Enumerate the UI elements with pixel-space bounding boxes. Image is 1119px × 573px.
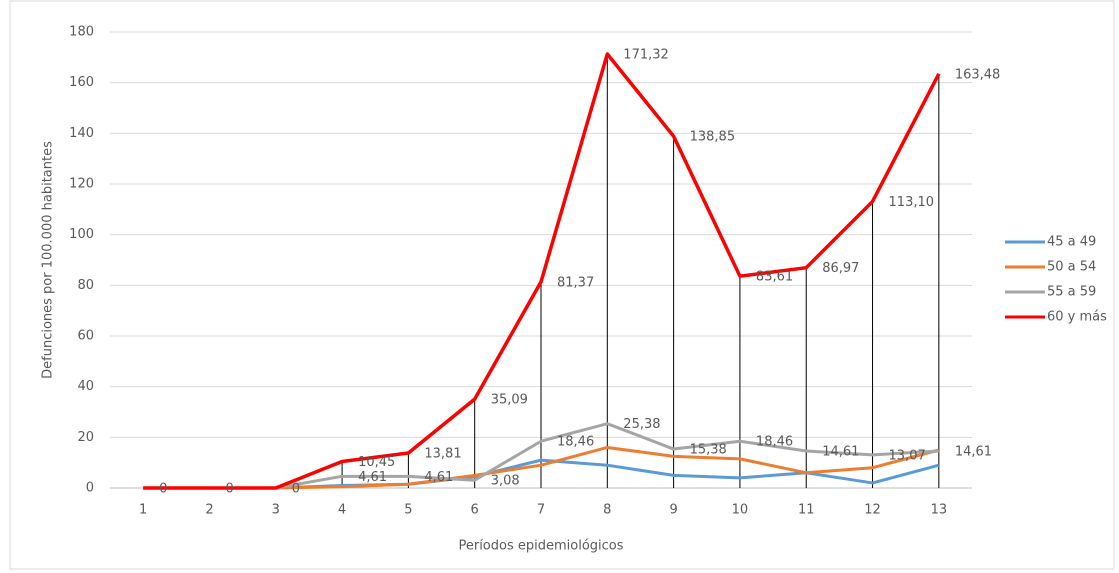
data-label: 4,61: [358, 470, 387, 485]
x-tick-label: 4: [338, 503, 346, 518]
data-label: 13,07: [889, 448, 926, 463]
legend-label: 55 a 59: [1047, 285, 1096, 300]
y-tick-label: 100: [69, 227, 94, 242]
x-tick-label: 8: [603, 503, 611, 518]
data-label: 86,97: [822, 261, 859, 276]
data-label: 35,09: [491, 393, 528, 408]
data-label: 113,10: [889, 195, 935, 210]
y-tick-label: 20: [77, 430, 94, 445]
y-tick-label: 80: [77, 278, 94, 293]
x-tick-label: 6: [471, 503, 479, 518]
x-tick-label: 10: [732, 503, 749, 518]
data-label: 3,08: [491, 474, 520, 489]
data-label: 83,61: [756, 270, 793, 285]
data-label: 0: [292, 482, 300, 497]
data-label: 163,48: [955, 67, 1001, 82]
data-label: 81,37: [557, 275, 594, 290]
data-label: 25,38: [623, 417, 660, 432]
x-tick-label: 7: [537, 503, 545, 518]
y-axis-title: Defunciones por 100.000 habitantes: [41, 141, 56, 379]
x-tick-label: 3: [272, 503, 280, 518]
data-label: 10,45: [358, 455, 395, 470]
data-label: 18,46: [756, 435, 793, 450]
x-tick-label: 9: [669, 503, 677, 518]
legend-label: 50 a 54: [1047, 260, 1096, 275]
series-line: [143, 52, 941, 490]
data-label: 14,61: [955, 444, 992, 459]
legend-label: 45 a 49: [1047, 235, 1096, 250]
legend-label: 60 y más: [1047, 310, 1107, 325]
data-label: 13,81: [424, 447, 461, 462]
x-tick-label: 2: [205, 503, 213, 518]
data-label: 4,61: [424, 470, 453, 485]
y-tick-label: 40: [77, 379, 94, 394]
y-tick-label: 180: [69, 25, 94, 40]
y-tick-label: 120: [69, 177, 94, 192]
y-tick-label: 60: [77, 329, 94, 344]
data-label: 0: [225, 482, 233, 497]
x-tick-label: 5: [404, 503, 412, 518]
data-label: 14,61: [822, 444, 859, 459]
x-tick-label: 11: [798, 503, 815, 518]
x-tick-label: 1: [139, 503, 147, 518]
data-label: 171,32: [623, 47, 669, 62]
y-tick-label: 0: [86, 481, 94, 496]
data-label: 18,46: [557, 435, 594, 450]
data-label: 15,38: [690, 443, 727, 458]
data-label: 0: [159, 482, 167, 497]
x-tick-label: 13: [931, 503, 948, 518]
data-label: 138,85: [690, 130, 736, 145]
y-tick-label: 160: [69, 75, 94, 90]
y-tick-label: 140: [69, 126, 94, 141]
x-tick-label: 12: [864, 503, 881, 518]
x-axis-title: Períodos epidemiológicos: [458, 539, 623, 554]
